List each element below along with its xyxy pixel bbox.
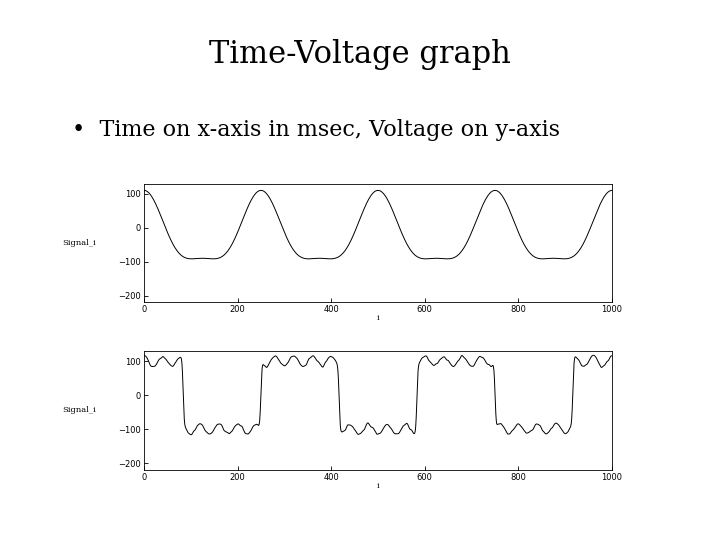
X-axis label: i: i — [377, 482, 379, 490]
X-axis label: i: i — [377, 314, 379, 322]
Text: •  Time on x-axis in msec, Voltage on y-axis: • Time on x-axis in msec, Voltage on y-a… — [72, 119, 560, 140]
Y-axis label: Signal_i: Signal_i — [63, 407, 96, 414]
Text: Time-Voltage graph: Time-Voltage graph — [209, 38, 511, 70]
Y-axis label: Signal_i: Signal_i — [63, 239, 96, 247]
